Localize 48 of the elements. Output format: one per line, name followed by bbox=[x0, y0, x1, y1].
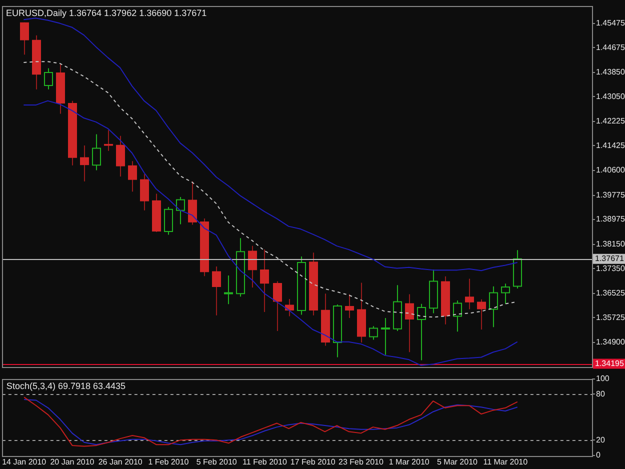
x-tick-label: 17 Feb 2010 bbox=[290, 457, 336, 466]
x-tick-label: 1 Feb 2010 bbox=[148, 457, 190, 466]
x-tick-label: 5 Mar 2010 bbox=[437, 457, 478, 466]
y-tick-label: 1.36525 bbox=[596, 288, 625, 298]
y-tick-label: 1.34900 bbox=[596, 338, 625, 347]
y-tick-label: 1.42225 bbox=[596, 116, 625, 126]
y-tick-label: 1.43850 bbox=[596, 68, 625, 77]
x-tick-label: 5 Feb 2010 bbox=[196, 457, 238, 466]
x-tick-label: 26 Jan 2010 bbox=[98, 457, 143, 466]
y-tick-label: 100 bbox=[596, 374, 610, 384]
candlestick bbox=[80, 144, 89, 182]
x-tick-label: 23 Feb 2010 bbox=[338, 457, 384, 466]
y-tick-label: 1.38150 bbox=[596, 240, 625, 249]
candlestick bbox=[465, 278, 474, 310]
candlestick bbox=[212, 266, 221, 316]
y-tick-label: 1.35725 bbox=[596, 312, 625, 322]
y-tick-label: 20 bbox=[596, 435, 606, 444]
x-tick-label: 20 Jan 2010 bbox=[50, 457, 95, 466]
y-tick-label: 1.45475 bbox=[596, 18, 625, 28]
y-tick-label: 1.38975 bbox=[596, 214, 625, 224]
candlestick bbox=[345, 294, 354, 319]
y-tick-label: 1.37350 bbox=[596, 264, 625, 273]
x-tick-label: 11 Feb 2010 bbox=[242, 457, 288, 466]
candlestick bbox=[248, 245, 257, 288]
candlestick bbox=[140, 174, 149, 211]
y-tick-label: 1.41425 bbox=[596, 140, 625, 150]
candlestick bbox=[20, 22, 29, 56]
chart-title: EURUSD,Daily 1.36764 1.37962 1.36690 1.37671 bbox=[6, 8, 207, 18]
y-tick-label: 80 bbox=[596, 389, 606, 398]
candlestick bbox=[188, 180, 197, 226]
y-tick-label: 1.39775 bbox=[596, 190, 625, 200]
y-tick-label: 0 bbox=[596, 450, 601, 460]
candlestick bbox=[405, 294, 414, 353]
candlestick bbox=[128, 160, 137, 192]
candlestick bbox=[477, 298, 486, 330]
ref-line-label: 1.37671 bbox=[595, 254, 624, 264]
x-tick-label: 1 Mar 2010 bbox=[388, 457, 430, 466]
x-tick-label: 14 Jan 2010 bbox=[2, 457, 47, 466]
y-tick-label: 1.43050 bbox=[596, 92, 625, 101]
candlestick bbox=[260, 249, 269, 312]
candlestick bbox=[104, 130, 113, 152]
x-tick-label: 11 Mar 2010 bbox=[483, 457, 528, 466]
y-tick-label: 1.44675 bbox=[596, 42, 625, 52]
ref-line-label: 1.34195 bbox=[595, 358, 624, 368]
candlestick bbox=[116, 135, 125, 178]
candlestick bbox=[273, 280, 282, 332]
y-tick-label: 1.40600 bbox=[596, 166, 625, 175]
chart-title: Stoch(5,3,4) 69.7918 63.4435 bbox=[6, 380, 126, 391]
